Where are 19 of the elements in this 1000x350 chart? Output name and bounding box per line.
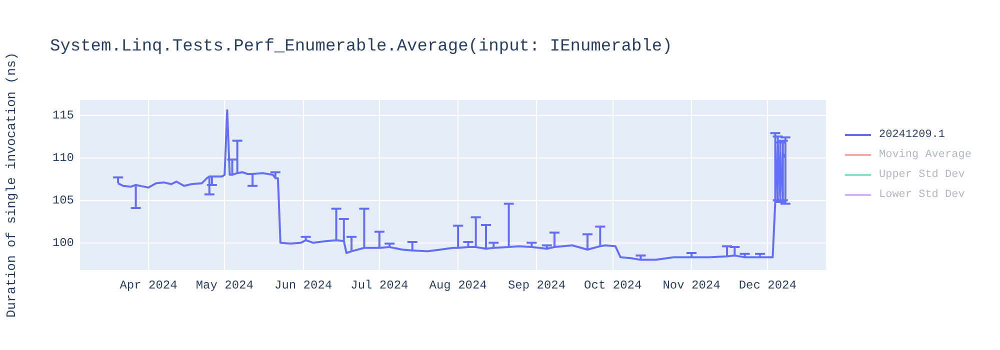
y-tick-label: 115: [52, 108, 74, 122]
y-tick-label: 100: [52, 236, 74, 250]
chart-title: System.Linq.Tests.Perf_Enumerable.Average(input: IEnumerable): [50, 38, 672, 56]
legend-label: Moving Average: [879, 149, 972, 161]
y-axis-title: Duration of single invocation (ns): [4, 52, 20, 318]
x-tick-label: May 2024: [196, 278, 254, 292]
x-tick-label: Jun 2024: [274, 278, 332, 292]
y-tick-label: 105: [52, 193, 74, 208]
legend-label: Upper Std Dev: [879, 169, 965, 181]
x-tick-label: Oct 2024: [584, 278, 642, 292]
x-tick-label: Sep 2024: [508, 278, 566, 292]
x-tick-label: Nov 2024: [662, 278, 720, 292]
y-tick-label: 110: [52, 150, 74, 165]
x-tick-label: Jul 2024: [350, 278, 408, 292]
x-tick-label: Apr 2024: [120, 278, 178, 292]
x-tick-label: Dec 2024: [738, 278, 796, 292]
legend-label: 20241209.1: [879, 129, 946, 141]
legend-label: Lower Std Dev: [879, 189, 965, 201]
x-tick-label: Aug 2024: [429, 278, 487, 292]
